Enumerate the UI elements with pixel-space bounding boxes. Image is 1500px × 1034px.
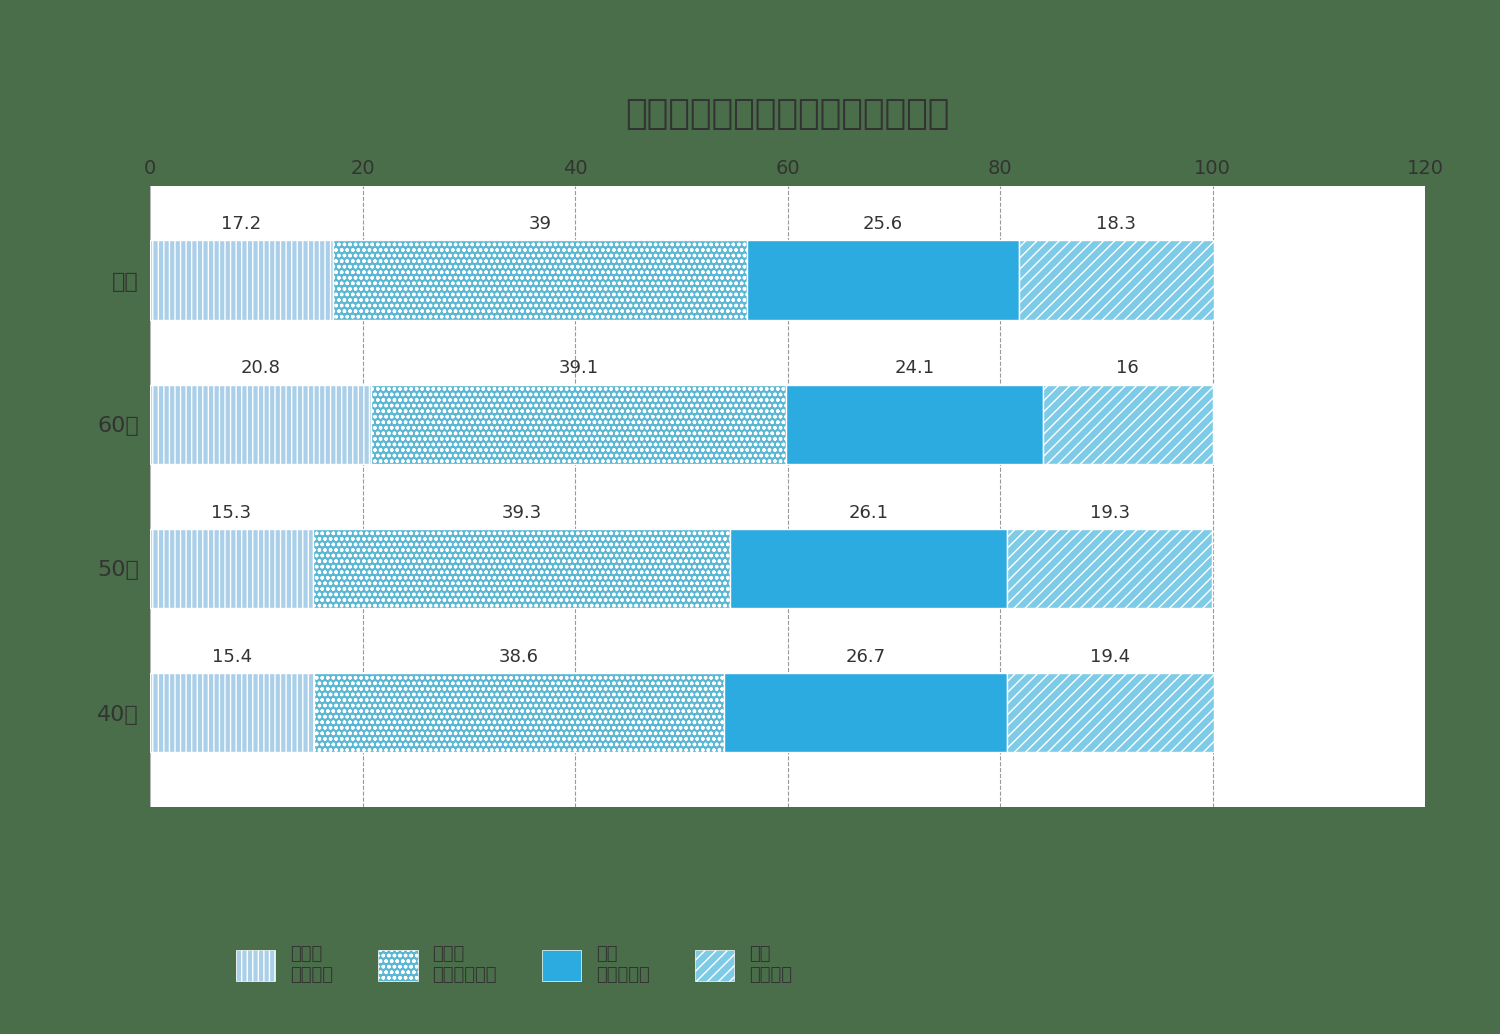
Text: 17.2: 17.2 [222,215,261,233]
Bar [1019,240,1214,320]
Text: 26.7: 26.7 [846,648,885,666]
Bar [312,528,730,608]
Bar [786,385,1042,464]
Text: 39: 39 [528,215,552,233]
Text: 18.3: 18.3 [1096,215,1137,233]
Text: 38.6: 38.6 [498,648,538,666]
Title: 別居している親に会いに行く頻度: 別居している親に会いに行く頻度 [626,96,950,130]
Bar [1042,385,1212,464]
Text: 25.6: 25.6 [862,215,903,233]
Bar [370,385,786,464]
Bar [150,385,370,464]
Bar [723,673,1008,753]
Text: 15.4: 15.4 [211,648,252,666]
Text: 16: 16 [1116,359,1138,377]
Text: 19.4: 19.4 [1090,648,1131,666]
Bar [333,240,747,320]
Text: 24.1: 24.1 [894,359,934,377]
Text: 15.3: 15.3 [211,504,252,521]
Text: 39.1: 39.1 [558,359,598,377]
Text: 26.1: 26.1 [849,504,889,521]
Bar [730,528,1008,608]
Text: 39.3: 39.3 [501,504,542,521]
Bar [150,528,312,608]
Legend: 毎日～
週に１回, 毎月～
数か月に１回, 年に
数回～１回, 年に
１回未満: 毎日～ 週に１回, 毎月～ 数か月に１回, 年に 数回～１回, 年に １回未満 [236,945,792,983]
Bar [1008,673,1214,753]
Bar [150,673,314,753]
Bar [314,673,723,753]
Bar [150,240,333,320]
Bar [1008,528,1212,608]
Text: 20.8: 20.8 [240,359,280,377]
Text: 19.3: 19.3 [1090,504,1130,521]
Bar [747,240,1018,320]
